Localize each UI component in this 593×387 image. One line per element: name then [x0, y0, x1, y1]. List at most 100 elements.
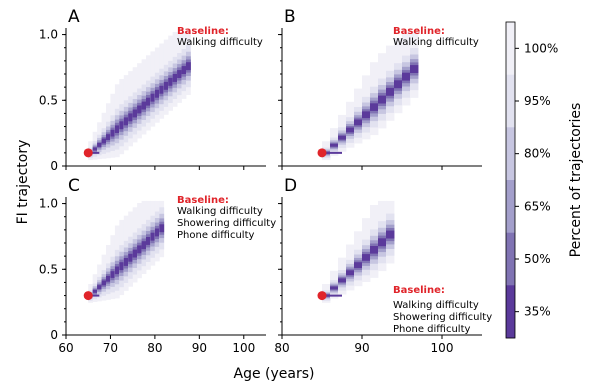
heatmap-cell	[346, 127, 355, 133]
baseline-heading: Baseline:	[393, 285, 445, 296]
x-tick-label: 80	[274, 341, 289, 355]
baseline-item: Walking difficulty	[177, 206, 263, 217]
heatmap-cell	[119, 262, 125, 271]
heatmap-cell	[378, 238, 387, 247]
colorbar-segment	[506, 22, 515, 75]
heatmap-cell	[362, 254, 371, 261]
y-tick-label: 1.0	[39, 28, 58, 42]
colorbar-frame	[505, 21, 516, 339]
heatmap-cell	[92, 289, 98, 293]
heatmap-cell	[146, 97, 151, 106]
baseline-item: Showering difficulty	[177, 218, 276, 229]
heatmap-cell	[114, 266, 120, 275]
x-tick-label: 90	[192, 341, 207, 355]
heatmap-cell	[123, 117, 129, 126]
heatmap-cell	[370, 246, 379, 254]
panel-c: 0 0.5 1.0 60 70 80 90 100 C Baseline:Walking diff…	[39, 176, 276, 355]
baseline-heading: Baseline:	[177, 26, 229, 37]
heatmap-cell	[163, 81, 169, 90]
baseline-marker	[317, 291, 327, 301]
y-axis-title: FI trajectory	[15, 140, 31, 225]
heatmap-cell	[137, 105, 142, 114]
heatmap-cell	[119, 121, 125, 130]
baseline-item: Phone difficulty	[177, 230, 254, 241]
heatmap-cell	[354, 262, 363, 268]
colorbar-tick-label: 80%	[524, 147, 551, 161]
heatmap-cell	[186, 62, 191, 71]
heatmap-cell	[150, 232, 156, 241]
colorbar-tick-label: 95%	[524, 94, 551, 108]
panel-letter: A	[68, 7, 80, 27]
colorbar: 100% 95% 80% 65% 50% 35% Percent of trajectori…	[505, 21, 584, 339]
heatmap-cell	[181, 66, 187, 74]
baseline-heading: Baseline:	[177, 195, 229, 206]
heatmap-cell	[362, 111, 371, 119]
heatmap-cell	[402, 72, 411, 81]
heatmap-cell	[338, 135, 347, 140]
heatmap-cell	[97, 143, 102, 147]
heatmap-cell	[137, 245, 142, 254]
heatmap-cell	[101, 138, 107, 144]
heatmap-cell	[141, 241, 147, 250]
x-tick-label: 80	[147, 341, 162, 355]
heatmap-cell	[110, 271, 116, 278]
colorbar-segment	[506, 127, 515, 181]
baseline-item: Showering difficulty	[393, 312, 492, 323]
x-tick-label: 70	[103, 341, 118, 355]
baseline-item: Walking difficulty	[393, 37, 479, 48]
heatmap-cell	[110, 129, 116, 137]
heatmap-cell	[128, 113, 133, 122]
panel-letter: C	[68, 176, 80, 196]
colorbar-tick-label: 50%	[524, 252, 551, 266]
colorbar-segment	[506, 180, 515, 233]
heatmap-cell	[159, 224, 165, 233]
panel-letter: D	[284, 176, 297, 196]
heatmap-cell	[106, 134, 111, 140]
colorbar-segment	[506, 285, 515, 339]
heatmap-cell	[154, 228, 160, 237]
y-tick-label: 0.5	[39, 262, 58, 276]
heatmap-cell	[354, 119, 363, 126]
heatmap-cell	[378, 95, 387, 104]
heatmap-cell	[394, 80, 403, 89]
colorbar-segment	[506, 232, 515, 286]
colorbar-tick-label: 100%	[524, 41, 558, 55]
y-tick-label: 1.0	[39, 197, 58, 211]
heatmap-cell	[97, 285, 102, 290]
heatmap-cell	[106, 275, 111, 282]
colorbar-title: Percent of trajectories	[568, 103, 584, 258]
panel-b: B Baseline:Walking difficulty	[278, 7, 482, 170]
baseline-marker	[317, 148, 327, 158]
heatmap-cell	[370, 103, 379, 111]
heatmap-cell	[410, 65, 419, 73]
y-tick-label: 0	[50, 159, 58, 173]
panel-letter: B	[284, 7, 296, 27]
x-tick-label: 60	[58, 341, 73, 355]
heatmap-cell	[114, 125, 120, 133]
heatmap-cell	[338, 278, 347, 283]
heatmap-cell	[132, 109, 138, 118]
baseline-item: Walking difficulty	[177, 37, 263, 48]
heatmap-cell	[330, 143, 339, 147]
x-tick-label: 90	[354, 341, 369, 355]
x-tick-label: 100	[431, 341, 454, 355]
heatmap-cell	[172, 74, 178, 82]
baseline-item: Walking difficulty	[393, 300, 479, 311]
panel-d: 80 90 100 D Baseline: Walking difficultyShowe…	[274, 176, 492, 355]
colorbar-tick-label: 65%	[524, 199, 551, 213]
heatmap-cell	[101, 280, 107, 286]
heatmap-cell	[346, 270, 355, 276]
colorbar-tick-label: 35%	[524, 305, 551, 319]
heatmap-cell	[146, 237, 151, 245]
heatmap-cell	[386, 87, 395, 96]
heatmap-cell	[141, 101, 147, 110]
colorbar-segment	[506, 74, 515, 128]
y-tick-label: 0.5	[39, 93, 58, 107]
heatmap-cell	[150, 93, 156, 102]
heatmap-cell	[330, 286, 339, 290]
baseline-marker	[83, 148, 93, 158]
heatmap-cell	[123, 258, 129, 266]
baseline-heading: Baseline:	[393, 26, 445, 37]
heatmap-cell	[128, 253, 133, 262]
